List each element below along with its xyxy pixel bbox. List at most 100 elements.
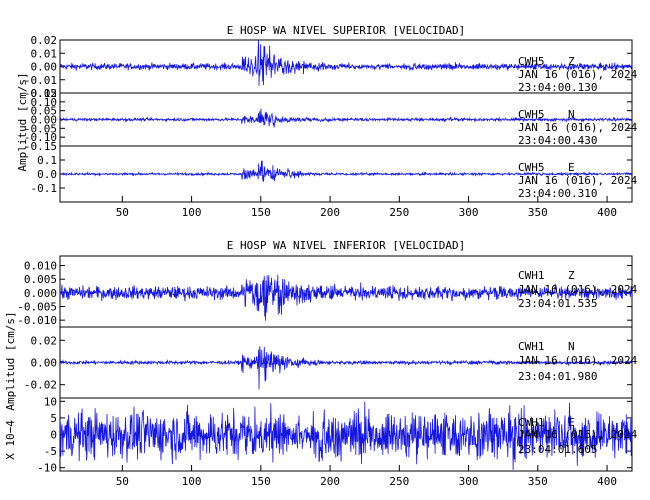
x-tick-label: 50: [116, 475, 129, 488]
y-ticks: 0.10.0-0.1: [31, 154, 632, 195]
x-axis: 50 100 150 200 250 300 350 400: [116, 196, 617, 219]
x-tick-label: 250: [389, 475, 409, 488]
x-tick-label: 300: [459, 475, 479, 488]
trace-n: 0.150.100.050.00-0.05-0.10-0.15 CWH5 N J…: [24, 87, 638, 153]
station-label: CWH1: [518, 340, 545, 353]
trace-n: 0.02 0.00 -0.02 CWH1 N JAN 16 (016), 2024 …: [24, 326, 638, 399]
y-ticks: 0.02 0.00 -0.02: [24, 334, 632, 392]
time-label: 23:04:00.130: [518, 81, 597, 94]
x-tick-label: 150: [251, 206, 271, 219]
y-tick-label: 0.1: [37, 154, 57, 167]
waveform: [59, 346, 633, 390]
trace-annotation: CWH5 E JAN 16 (016), 2024 23:04:00.310: [518, 161, 638, 200]
y-tick-label: 0.00: [31, 61, 58, 74]
station-label: CWH5: [518, 161, 545, 174]
time-label: 23:04:00.430: [518, 134, 597, 147]
y-tick-label: 5: [50, 412, 57, 425]
y-axis-label: Amplitud [cm/s]: [16, 72, 29, 171]
x-tick-label: 250: [389, 206, 409, 219]
y-tick-label: -0.02: [24, 379, 57, 392]
y-tick-label: 0.000: [24, 287, 57, 300]
trace-annotation: CWH1 E JAN 16 (016), 2024 23:04:01.605: [518, 416, 638, 456]
x-tick-label: 400: [597, 475, 617, 488]
y-tick-label: -0.15: [24, 140, 57, 153]
y-tick-label: 0.010: [24, 260, 57, 273]
waveform: [59, 108, 633, 128]
component-label: Z: [568, 269, 575, 282]
y-tick-label: 0.02: [31, 34, 58, 47]
x-axis: 50 100 150 200 250 300 350 400: [116, 465, 617, 488]
y-axis-multiplier: X 10−4: [4, 420, 17, 460]
station-label: CWH1: [518, 269, 545, 282]
y-tick-label: 0: [50, 429, 57, 442]
time-label: 23:04:01.605: [518, 443, 597, 456]
station-label: CWH5: [518, 108, 545, 121]
x-tick-label: 400: [597, 206, 617, 219]
panel-superior: E HOSP WA NIVEL SUPERIOR [VELOCIDAD] Amp…: [16, 24, 638, 219]
date-label: JAN 16 (016), 2024: [518, 354, 638, 367]
y-tick-label: 0.01: [31, 47, 58, 60]
component-label: E: [568, 161, 575, 174]
waveform: [59, 160, 633, 182]
station-label: CWH1: [518, 416, 545, 429]
x-tick-label: 350: [528, 206, 548, 219]
y-tick-label: -0.10: [24, 131, 57, 144]
date-label: JAN 16 (016), 2024: [518, 174, 638, 187]
trace-e: 0.10.0-0.1 CWH5 E JAN 16 (016), 2024 23:…: [31, 145, 638, 203]
trace-annotation: CWH5 N JAN 16 (016), 2024 23:04:00.430: [518, 108, 638, 147]
panel-title: E HOSP WA NIVEL SUPERIOR [VELOCIDAD]: [227, 24, 465, 37]
component-label: Z: [568, 55, 575, 68]
y-tick-label: -0.005: [17, 301, 57, 314]
trace-annotation: CWH1 N JAN 16 (016), 2024 23:04:01.980: [518, 340, 638, 383]
y-tick-label: -0.05: [24, 122, 57, 135]
x-tick-label: 300: [459, 206, 479, 219]
y-tick-label: 0.05: [31, 105, 58, 118]
y-tick-label: -0.01: [24, 74, 57, 87]
component-label: N: [568, 108, 575, 121]
y-ticks: 10 5 0 -5 -10: [37, 395, 632, 475]
y-axis-label: Amplitud [cm/s]: [4, 311, 17, 410]
y-tick-label: 0.00: [31, 357, 58, 370]
date-label: JAN 16 (016), 2024: [518, 283, 638, 296]
time-label: 23:04:01.980: [518, 370, 597, 383]
y-ticks: 0.020.010.00-0.01-0.02: [24, 34, 632, 100]
date-label: JAN 16 (016), 2024: [518, 428, 638, 441]
trace-e: 10 5 0 -5 -10 CWH1 E JAN 16 (016), 2024 23:0…: [37, 395, 637, 474]
y-tick-label: 0.00: [31, 114, 58, 127]
y-tick-label: -0.02: [24, 87, 57, 100]
component-label: N: [568, 340, 575, 353]
y-tick-label: 0.10: [31, 96, 58, 109]
y-tick-label: -0.1: [31, 182, 58, 195]
y-tick-label: 0.005: [24, 273, 57, 286]
date-label: JAN 16 (016), 2024: [518, 68, 638, 81]
date-label: JAN 16 (016), 2024: [518, 121, 638, 134]
x-tick-label: 50: [116, 206, 129, 219]
waveform: [59, 274, 633, 321]
y-tick-label: -5: [44, 445, 57, 458]
x-tick-label: 350: [528, 475, 548, 488]
time-label: 23:04:01.535: [518, 297, 597, 310]
y-tick-label: -0.010: [17, 314, 57, 327]
trace-annotation: CWH1 Z JAN 16 (016), 2024 23:04:01.535: [518, 269, 638, 310]
trace-annotation: CWH5 Z JAN 16 (016), 2024 23:04:00.130: [518, 55, 638, 94]
panel-title: E HOSP WA NIVEL INFERIOR [VELOCIDAD]: [227, 239, 465, 252]
x-tick-label: 100: [182, 206, 202, 219]
x-tick-label: 200: [320, 206, 340, 219]
trace-z: 0.020.010.00-0.01-0.02 CWH5 Z JAN 16 (01…: [24, 34, 638, 100]
waveform: [59, 40, 633, 86]
y-tick-label: -10: [37, 462, 57, 475]
y-tick-label: 0.0: [37, 168, 57, 181]
x-tick-label: 200: [320, 475, 340, 488]
y-tick-label: 0.02: [31, 334, 58, 347]
component-label: E: [568, 416, 575, 429]
y-ticks: 0.150.100.050.00-0.05-0.10-0.15: [24, 87, 632, 153]
x-tick-label: 100: [182, 475, 202, 488]
y-tick-label: 10: [44, 395, 57, 408]
y-tick-label: 0.15: [31, 87, 58, 100]
waveform: [59, 401, 633, 470]
time-label: 23:04:00.310: [518, 187, 597, 200]
panel-inferior: E HOSP WA NIVEL INFERIOR [VELOCIDAD] Amp…: [4, 239, 638, 488]
